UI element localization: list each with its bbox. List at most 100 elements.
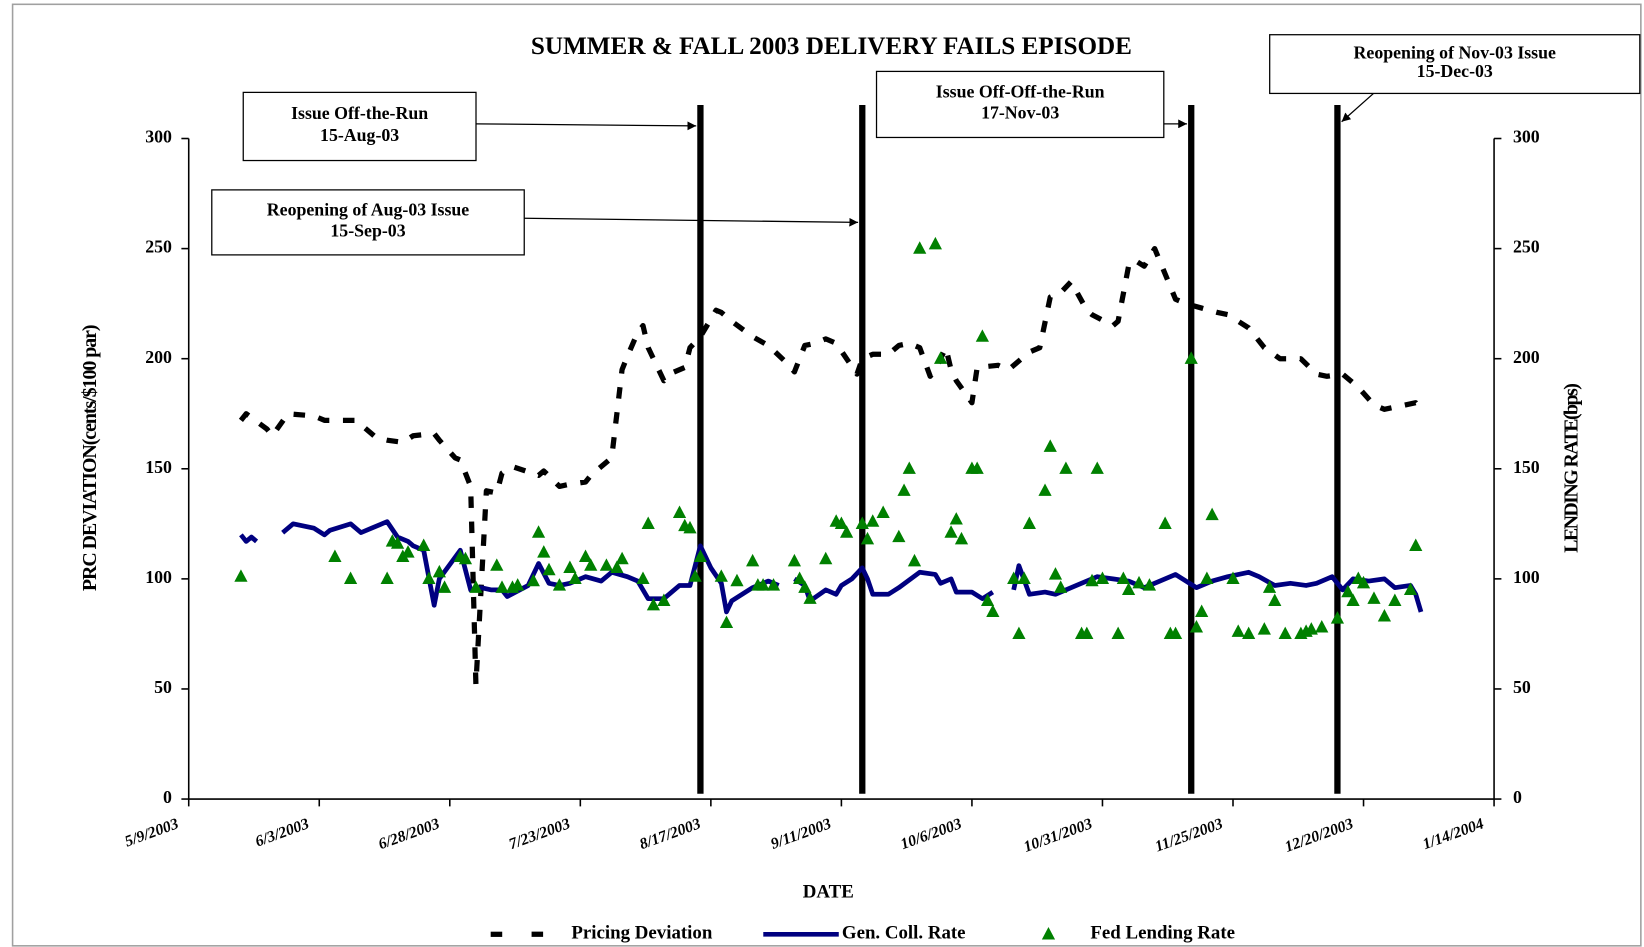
legend-label: Gen. Coll. Rate xyxy=(842,923,966,944)
marker xyxy=(1038,483,1052,496)
marker xyxy=(897,483,911,496)
marker xyxy=(432,564,446,578)
marker xyxy=(803,591,817,604)
annotation-arrow xyxy=(524,217,859,227)
annotation-box xyxy=(242,91,477,162)
marker xyxy=(840,525,854,538)
marker xyxy=(469,580,483,593)
marker xyxy=(766,578,781,591)
marker xyxy=(1388,593,1402,607)
marker xyxy=(563,560,577,573)
marker xyxy=(1158,516,1172,529)
marker xyxy=(1377,608,1392,622)
marker xyxy=(531,525,546,538)
marker xyxy=(552,578,567,591)
marker xyxy=(1205,507,1219,521)
marker xyxy=(1231,624,1245,637)
marker xyxy=(928,236,942,250)
marker xyxy=(328,549,342,562)
marker xyxy=(610,560,624,573)
y-tick-label: 200 xyxy=(145,347,172,367)
marker xyxy=(1200,571,1214,585)
marker xyxy=(1278,626,1292,640)
marker xyxy=(584,558,598,571)
marker xyxy=(980,593,995,607)
marker xyxy=(1116,571,1130,585)
marker xyxy=(1315,619,1329,633)
frame xyxy=(11,3,1642,947)
marker xyxy=(866,514,880,527)
marker xyxy=(1403,582,1418,596)
annotation-arrow xyxy=(1341,92,1374,123)
marker xyxy=(1142,578,1157,591)
annotation-text: Reopening of Nov-03 Issue xyxy=(1354,42,1556,62)
marker xyxy=(1367,591,1381,604)
marker xyxy=(819,551,833,565)
marker xyxy=(798,580,812,593)
marker xyxy=(343,571,358,585)
marker xyxy=(1059,461,1073,474)
marker xyxy=(683,520,697,534)
marker xyxy=(1184,351,1198,364)
marker xyxy=(1111,626,1125,640)
y2-tick-label: 250 xyxy=(1513,237,1540,257)
annotation-text: 15-Sep-03 xyxy=(330,220,405,240)
marker xyxy=(1054,580,1068,593)
y2-tick-label: 200 xyxy=(1513,347,1540,367)
marker xyxy=(1242,626,1256,640)
marker xyxy=(855,516,869,529)
legend-label: Fed Lending Rate xyxy=(1090,923,1235,944)
marker xyxy=(568,571,582,585)
marker xyxy=(913,241,927,254)
marker xyxy=(1189,619,1204,633)
y2-tick-label: 150 xyxy=(1513,457,1540,477)
marker xyxy=(511,578,525,591)
marker xyxy=(1007,571,1021,585)
legend-swatch xyxy=(1041,926,1056,940)
marker xyxy=(1262,580,1277,593)
marker xyxy=(1168,626,1183,640)
y-tick-label: 100 xyxy=(145,567,172,587)
marker xyxy=(719,615,734,629)
marker xyxy=(793,571,807,585)
marker xyxy=(787,553,802,567)
marker xyxy=(860,531,875,545)
marker xyxy=(902,461,916,474)
marker xyxy=(390,536,405,549)
y2-tick-label: 300 xyxy=(1513,127,1540,147)
marker xyxy=(949,512,963,525)
marker xyxy=(1356,575,1371,589)
y-tick-label: 300 xyxy=(145,127,172,147)
marker xyxy=(1017,571,1031,585)
marker xyxy=(1346,593,1360,607)
marker xyxy=(892,529,906,543)
annotation-box xyxy=(211,189,525,256)
legend-label: Pricing Deviation xyxy=(571,923,712,944)
marker xyxy=(401,545,415,558)
marker xyxy=(730,573,744,587)
marker xyxy=(1409,538,1423,551)
marker xyxy=(970,461,984,474)
marker xyxy=(944,525,958,538)
marker xyxy=(834,516,849,529)
annotation-arrow xyxy=(475,121,697,131)
marker xyxy=(422,571,436,585)
marker xyxy=(1022,516,1036,529)
marker xyxy=(954,531,969,545)
y2-tick-label: 0 xyxy=(1513,787,1522,807)
marker xyxy=(495,580,509,593)
chart-title: SUMMER & FALL 2003 DELIVERY FAILS EPISOD… xyxy=(531,33,1132,60)
annotation-box xyxy=(875,70,1165,139)
marker xyxy=(1012,626,1026,640)
x-axis-label: DATE xyxy=(803,882,854,903)
marker xyxy=(1121,582,1136,596)
y2-tick-label: 100 xyxy=(1513,567,1540,587)
marker xyxy=(1085,573,1099,587)
marker xyxy=(1341,584,1355,598)
annotation-text: 17-Nov-03 xyxy=(981,102,1059,122)
marker xyxy=(537,545,551,558)
marker xyxy=(1043,439,1057,452)
annotation-box xyxy=(1269,34,1641,95)
marker xyxy=(975,329,989,342)
y2-tick-label: 50 xyxy=(1513,677,1531,697)
